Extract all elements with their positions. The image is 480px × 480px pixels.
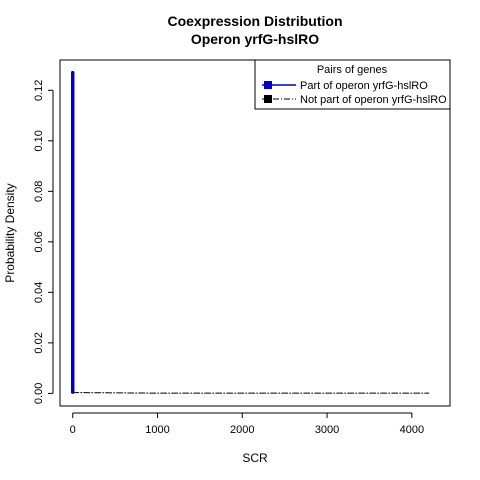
y-axis: 0.00 0.02 0.04 0.06 0.08 0.10 0.12 bbox=[33, 80, 54, 404]
x-tick-label: 3000 bbox=[315, 424, 339, 436]
y-tick-label: 0.04 bbox=[33, 282, 45, 303]
chart-subtitle: Operon yrfG-hslRO bbox=[191, 31, 319, 47]
x-tick-label: 2000 bbox=[230, 424, 254, 436]
x-axis-label: SCR bbox=[242, 451, 268, 465]
y-axis-label: Probability Density bbox=[3, 183, 17, 282]
legend: Pairs of genes Part of operon yrfG-hslRO… bbox=[254, 59, 451, 110]
legend-swatch-not-part bbox=[264, 95, 272, 103]
legend-swatch-part bbox=[264, 81, 272, 89]
x-tick-label: 0 bbox=[70, 424, 76, 436]
legend-entry-not-part: Not part of operon yrfG-hslRO bbox=[300, 94, 447, 106]
legend-entry-part: Part of operon yrfG-hslRO bbox=[300, 80, 428, 92]
series-layer bbox=[70, 70, 430, 394]
y-tick-label: 0.10 bbox=[33, 130, 45, 151]
y-tick-label: 0.06 bbox=[33, 231, 45, 252]
legend-title: Pairs of genes bbox=[317, 64, 388, 76]
x-axis: 0 1000 2000 3000 4000 bbox=[70, 412, 424, 436]
y-tick-label: 0.02 bbox=[33, 332, 45, 353]
y-tick-label: 0.00 bbox=[33, 383, 45, 404]
y-tick-label: 0.12 bbox=[33, 80, 45, 101]
chart-title: Coexpression Distribution bbox=[167, 13, 342, 29]
x-tick-label: 1000 bbox=[145, 424, 169, 436]
plot-area-border bbox=[59, 59, 451, 407]
x-tick-label: 4000 bbox=[400, 424, 424, 436]
series-line-not-part bbox=[72, 392, 430, 394]
y-tick-label: 0.08 bbox=[33, 181, 45, 202]
